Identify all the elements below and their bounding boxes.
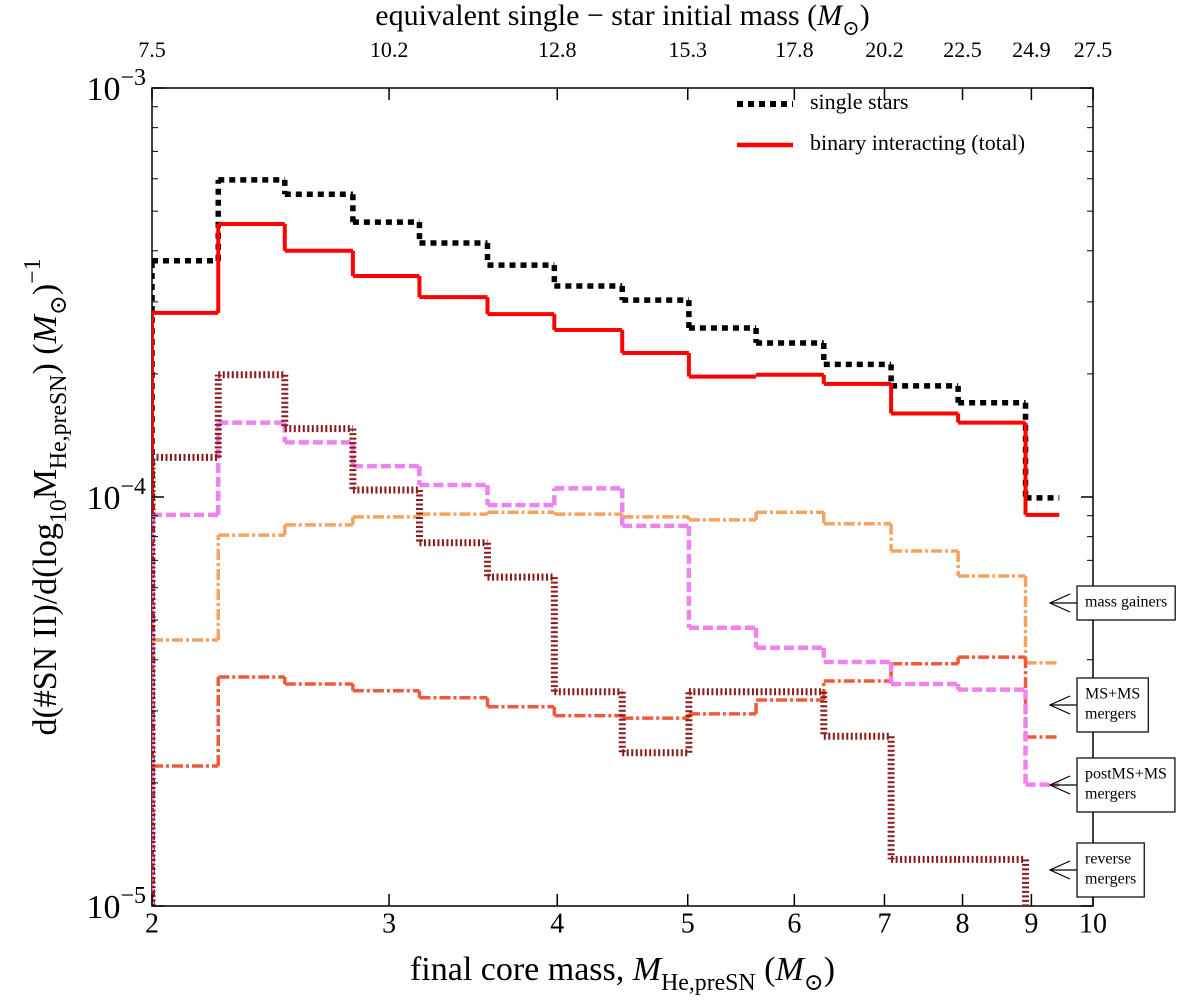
x2-tick-label: 20.2 [865, 37, 904, 62]
label-part: −1 [20, 258, 46, 283]
x-tick-label: 9 [1024, 908, 1038, 939]
x2-tick-label: 7.5 [138, 37, 166, 62]
annotation: mass gainers [1048, 585, 1176, 621]
x-tick-label: 10 [1079, 908, 1107, 939]
tick-exp: −3 [120, 65, 146, 91]
x-tick-label: 5 [681, 908, 695, 939]
x-tick-label: 4 [550, 908, 564, 939]
annotation-arrow [1048, 695, 1077, 715]
annotation-arrow [1048, 775, 1077, 795]
axis-label: d(#SN II)/d(log10MHe,preSN) (M⊙)−1 [20, 258, 72, 735]
x-tick-label: 7 [877, 908, 891, 939]
label-part: M [816, 0, 844, 32]
label-part: ⊙ [804, 970, 824, 996]
axis-label: final core mass, MHe,preSN (M⊙) [410, 951, 835, 997]
curves [152, 177, 1060, 906]
y-tick-label: 10−4 [86, 474, 146, 517]
label-part: M [632, 951, 663, 988]
y-tick-label: 10−5 [86, 883, 146, 926]
label-part: ⊙ [46, 295, 72, 315]
annotation-box [1076, 757, 1176, 813]
legend-label: single stars [810, 89, 908, 114]
legend-label: binary interacting (total) [810, 130, 1025, 155]
annotation-box [1076, 842, 1145, 898]
x2-tick-label: 12.8 [538, 37, 577, 62]
x2-tick-label: 22.5 [943, 37, 982, 62]
annotation-box [1076, 677, 1149, 733]
label-part: ) [27, 284, 64, 295]
annotation-text: mergers [1085, 706, 1136, 723]
label-part: M [774, 951, 805, 988]
x2-tick-label: 24.9 [1012, 37, 1051, 62]
label-part: ) ( [27, 343, 64, 374]
annotation: MS+MS mergers [1048, 677, 1149, 733]
label-part: ) [860, 0, 870, 32]
annotation-text: mergers [1085, 786, 1136, 803]
x2-tick-label: 17.8 [775, 37, 814, 62]
label-part: ) [824, 951, 835, 988]
x2-tick-label: 10.2 [370, 37, 409, 62]
tick-base: 10 [86, 889, 120, 926]
annotation-text: postMS+MS [1085, 766, 1167, 783]
label-part: He,preSN [661, 970, 756, 996]
x2-tick-label: 27.5 [1074, 37, 1113, 62]
label-part: M [27, 469, 64, 499]
annotation-text: MS+MS [1085, 686, 1140, 703]
y-tick-label: 10−3 [86, 65, 146, 108]
label-part: equivalent single − star initial mass ( [375, 0, 817, 32]
tick-base: 10 [86, 480, 120, 517]
label-part: 10 [46, 499, 72, 523]
x2-tick-label: 15.3 [668, 37, 707, 62]
axis-label: equivalent single − star initial mass (M… [375, 0, 869, 40]
tick-exp: −4 [120, 474, 146, 500]
tick-exp: −5 [120, 883, 146, 909]
label-part: ( [756, 951, 776, 988]
x-tick-label: 3 [382, 908, 396, 939]
annotation-arrow [1048, 593, 1077, 613]
x-tick-label: 2 [145, 908, 159, 939]
label-part: M [27, 313, 64, 344]
annotation: postMS+MS mergers [1048, 757, 1176, 813]
x-tick-label: 8 [956, 908, 970, 939]
label-part: He,preSN [46, 375, 72, 470]
annotation: reverse mergers [1048, 842, 1145, 898]
annotation-text: reverse [1085, 851, 1131, 868]
tick-base: 10 [86, 71, 120, 108]
label-part: final core mass, [410, 951, 633, 988]
annotation-arrow [1048, 860, 1077, 880]
label-part: ⊙ [842, 16, 860, 40]
x-tick-label: 6 [787, 908, 801, 939]
annotation-box [1076, 585, 1176, 621]
label-part: d(#SN II)/d(log [27, 523, 64, 735]
annotation-text: mass gainers [1085, 594, 1167, 611]
annotation-text: mergers [1085, 871, 1136, 888]
